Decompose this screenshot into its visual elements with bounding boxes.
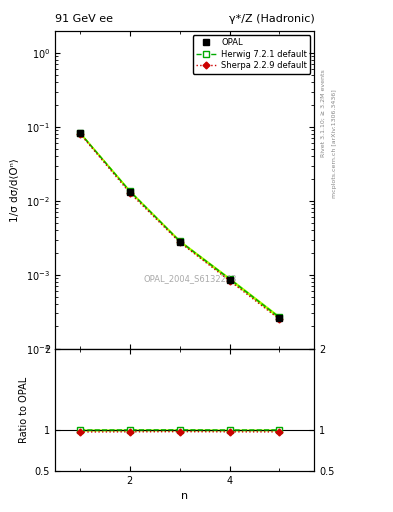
Y-axis label: Ratio to OPAL: Ratio to OPAL (19, 377, 29, 443)
X-axis label: n: n (181, 492, 188, 501)
Text: Rivet 3.1.10; ≥ 3.2M events: Rivet 3.1.10; ≥ 3.2M events (320, 69, 325, 157)
Text: γ*/Z (Hadronic): γ*/Z (Hadronic) (229, 14, 314, 25)
Text: OPAL_2004_S6132243: OPAL_2004_S6132243 (143, 274, 237, 283)
Y-axis label: 1/σ dσ/d⟨Oⁿ⟩: 1/σ dσ/d⟨Oⁿ⟩ (10, 158, 20, 222)
Text: 91 GeV ee: 91 GeV ee (55, 14, 113, 25)
Text: mcplots.cern.ch [arXiv:1306.3436]: mcplots.cern.ch [arXiv:1306.3436] (332, 89, 337, 198)
Legend: OPAL, Herwig 7.2.1 default, Sherpa 2.2.9 default: OPAL, Herwig 7.2.1 default, Sherpa 2.2.9… (193, 35, 310, 74)
